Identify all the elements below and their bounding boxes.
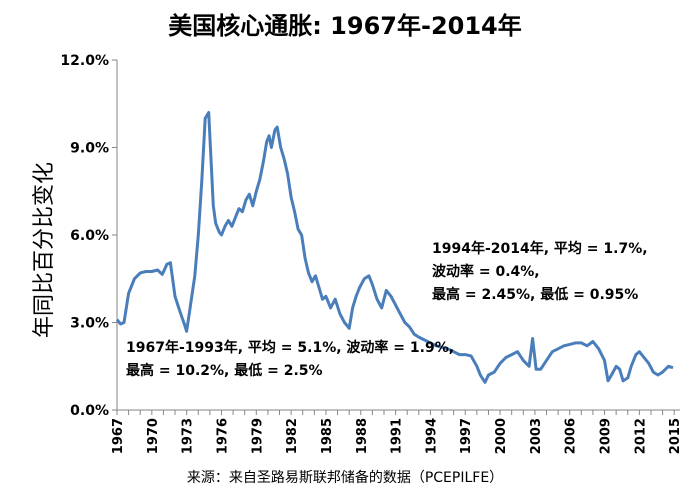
x-tick-label: 1979 (250, 418, 265, 454)
x-tick-label: 1991 (390, 418, 405, 454)
x-tick-label: 1997 (459, 418, 474, 454)
y-tick-labels: 0.0% 3.0% 6.0% 9.0% 12.0% (60, 53, 109, 419)
y-tick-label: 9.0% (70, 141, 109, 157)
y-tick-label: 3.0% (70, 316, 109, 332)
annotation-1994-2014-line1: 1994年-2014年, 平均 = 1.7%, (432, 241, 648, 257)
annotation-1994-2014-line2: 波动率 = 0.4%, (432, 264, 540, 280)
x-tick-label: 1994 (424, 418, 439, 454)
y-tick-label: 0.0% (70, 403, 109, 419)
source-note: 来源：来自圣路易斯联邦储备的数据（PCEPILFE） (186, 470, 504, 486)
x-tick-label: 1985 (320, 418, 335, 454)
annotation-1994-2014: 1994年-2014年, 平均 = 1.7%, 波动率 = 0.4%, 最高 =… (432, 238, 648, 307)
axes (112, 59, 680, 415)
y-tick-label: 6.0% (70, 228, 109, 244)
series-line (115, 111, 674, 384)
x-tick-label: 1970 (146, 418, 161, 454)
annotation-1994-2014-line3: 最高 = 2.45%, 最低 = 0.95% (432, 287, 639, 303)
x-tick-label: 2012 (633, 418, 648, 454)
x-tick-label: 2006 (564, 418, 579, 454)
annotation-1967-1993: 1967年-1993年, 平均 = 5.1%, 波动率 = 1.9%, 最高 =… (126, 337, 454, 383)
annotation-1967-1993-line2: 最高 = 10.2%, 最低 = 2.5% (126, 363, 323, 379)
annotation-1967-1993-line1: 1967年-1993年, 平均 = 5.1%, 波动率 = 1.9%, (126, 340, 455, 356)
x-tick-label: 1973 (181, 418, 196, 454)
x-tick-label: 1988 (355, 418, 370, 454)
series-group (115, 111, 674, 384)
x-tick-label: 1976 (215, 418, 230, 454)
chart-title: 美国核心通胀: 1967年-2014年 (168, 12, 522, 40)
x-tick-labels: 1967 1970 1973 1976 1979 1982 1985 1988 1991 1994… (111, 418, 683, 454)
x-tick-label: 2009 (599, 418, 614, 454)
x-tick-label: 2000 (494, 418, 509, 454)
x-tick-label: 2015 (668, 418, 683, 454)
y-tick-label: 12.0% (60, 53, 109, 69)
x-tick-label: 1967 (111, 418, 126, 454)
x-tick-label: 1982 (285, 418, 300, 454)
x-tick-label: 2003 (529, 418, 544, 454)
